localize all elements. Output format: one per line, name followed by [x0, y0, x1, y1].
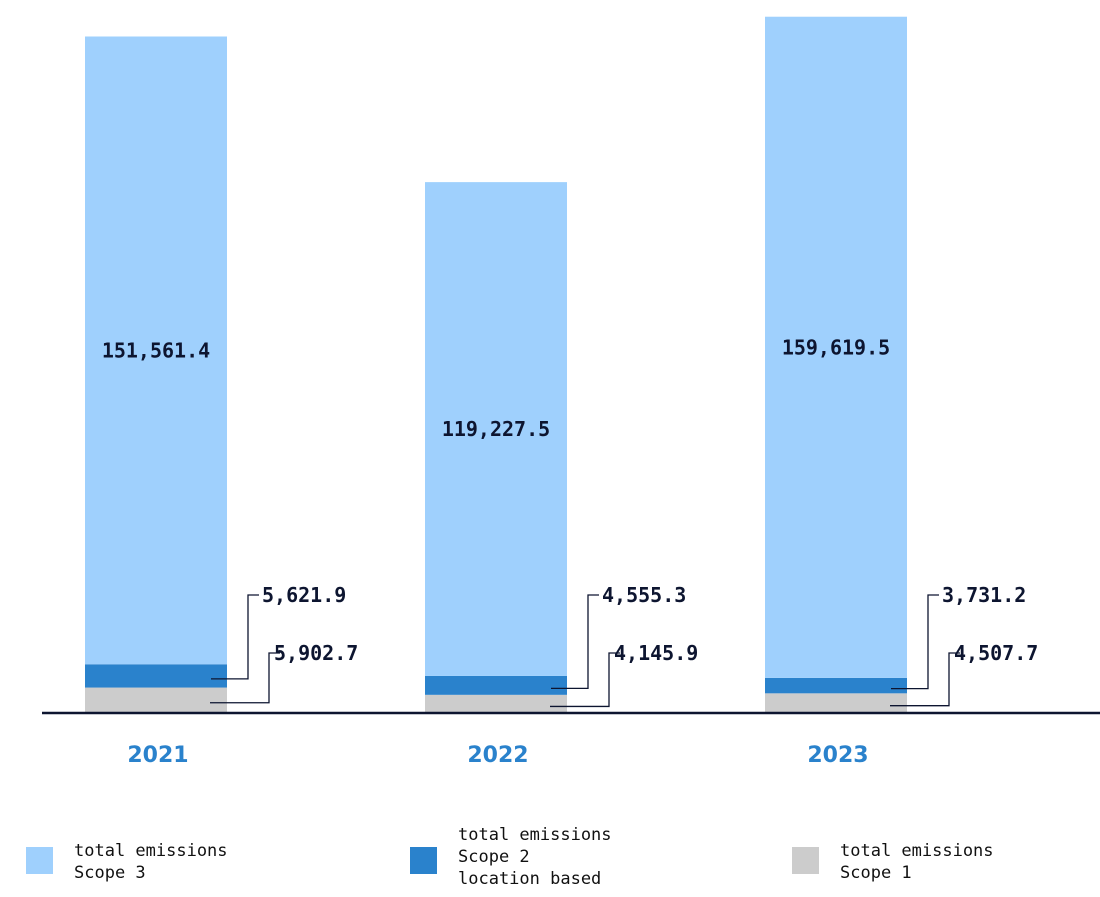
legend-text-line: location based	[458, 869, 601, 889]
data-label-2021-scope2: 5,621.9	[262, 583, 346, 607]
callouts-layer	[210, 594, 960, 708]
data-label-2023-scope1: 4,507.7	[954, 641, 1038, 665]
x-tick-label-2022: 2022	[467, 743, 528, 768]
callout-2022-scope2	[551, 594, 599, 690]
bar-2021-series-3	[85, 36, 227, 665]
legend-text-line: total emissions	[458, 825, 612, 845]
legend-text-line: Scope 1	[840, 863, 912, 883]
legend-swatch	[792, 847, 819, 874]
bar-2022-series-2	[425, 675, 567, 695]
x-tick-label-2023: 2023	[807, 743, 868, 768]
data-label-2022-scope2: 4,555.3	[602, 583, 686, 607]
callout-2021-scope1	[210, 652, 280, 704]
legend-swatch	[410, 847, 437, 874]
data-label-2021-scope3: 151,561.4	[102, 338, 210, 362]
bar-2022-series-1	[425, 694, 567, 712]
callout-2021-scope2	[211, 594, 259, 680]
data-label-2021-scope1: 5,902.7	[274, 641, 358, 665]
data-label-2022-scope1: 4,145.9	[614, 641, 698, 665]
legend-text-line: Scope 3	[74, 863, 146, 883]
callout-2023-scope2	[891, 594, 939, 690]
legend-text-line: total emissions	[840, 841, 994, 861]
callout-2023-scope1	[890, 652, 960, 707]
bar-2021-series-1	[85, 687, 227, 712]
data-label-2023-scope3: 159,619.5	[782, 335, 890, 359]
bar-2023-series-1	[765, 693, 907, 712]
bar-2022-series-3	[425, 182, 567, 676]
bars-layer	[85, 16, 907, 712]
legend-text-line: Scope 2	[458, 847, 530, 867]
bar-2023-series-2	[765, 677, 907, 694]
bar-2023-series-3	[765, 16, 907, 678]
legend-swatch	[26, 847, 53, 874]
data-label-2023-scope2: 3,731.2	[942, 583, 1026, 607]
bar-2021-series-2	[85, 664, 227, 688]
data-label-2022-scope3: 119,227.5	[442, 417, 550, 441]
legend-text-line: total emissions	[74, 841, 228, 861]
x-tick-label-2021: 2021	[127, 743, 188, 768]
labels-layer: 151,561.4 5,621.9 5,902.7 2021 119,227.5 4,55…	[102, 335, 1038, 768]
callout-2022-scope1	[550, 652, 620, 708]
